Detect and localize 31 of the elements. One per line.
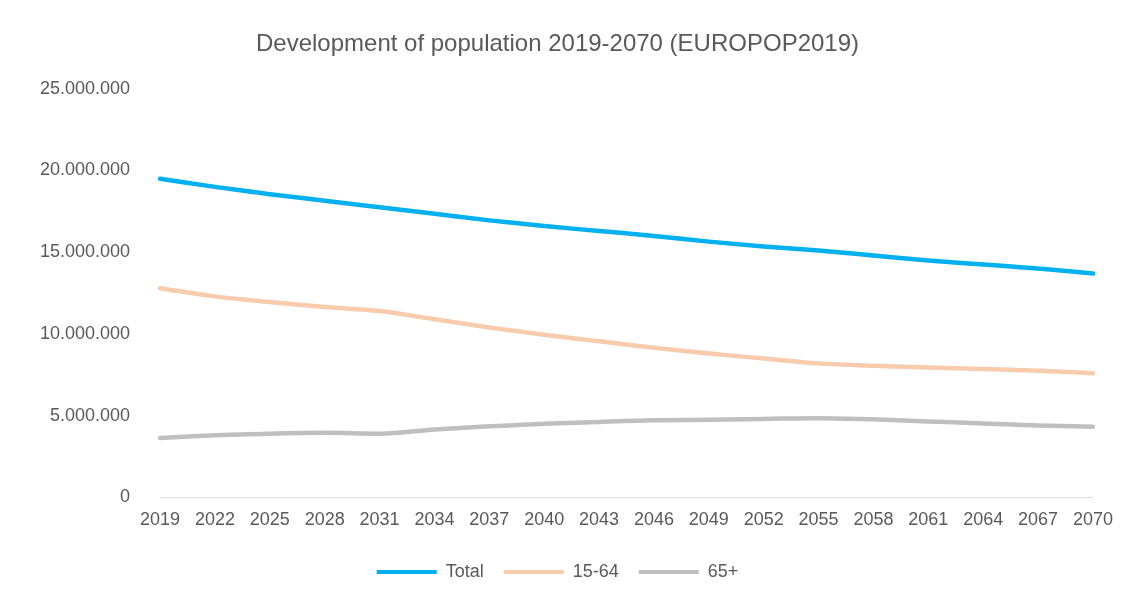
y-tick-label: 20.000.000 <box>39 159 131 180</box>
y-tick-label: 0 <box>120 486 131 507</box>
x-tick-label: 2019 <box>140 509 181 530</box>
legend-label: Total <box>445 560 484 581</box>
x-tick-label: 2022 <box>194 509 235 530</box>
x-tick-label: 2067 <box>1018 509 1059 530</box>
x-tick-label: 2064 <box>963 509 1004 530</box>
y-tick-label: 5.000.000 <box>50 404 131 425</box>
x-tick-label: 2028 <box>304 509 345 530</box>
x-tick-label: 2034 <box>414 509 455 530</box>
chart-title: Development of population 2019-2070 (EUROPOP2019) <box>255 29 860 57</box>
line-series <box>157 285 1096 376</box>
x-tick-label: 2052 <box>743 509 784 530</box>
x-tick-label: 2055 <box>798 509 839 530</box>
x-tick-label: 2025 <box>249 509 290 530</box>
line-series <box>157 415 1096 441</box>
x-tick-label: 2037 <box>469 509 510 530</box>
y-tick-label: 15.000.000 <box>39 241 131 262</box>
x-tick-label: 2070 <box>1072 509 1113 530</box>
x-tick-label: 2040 <box>524 509 565 530</box>
x-tick-label: 2061 <box>908 509 949 530</box>
y-tick-label: 10.000.000 <box>39 322 131 343</box>
x-tick-label: 2046 <box>633 509 674 530</box>
legend-label: 65+ <box>707 560 739 581</box>
line-series <box>157 176 1096 276</box>
legend-label: 15-64 <box>572 560 619 581</box>
x-tick-label: 2043 <box>579 509 620 530</box>
x-tick-label: 2031 <box>359 509 400 530</box>
x-tick-label: 2058 <box>853 509 894 530</box>
x-tick-label: 2049 <box>688 509 729 530</box>
y-tick-label: 25.000.000 <box>39 77 131 98</box>
